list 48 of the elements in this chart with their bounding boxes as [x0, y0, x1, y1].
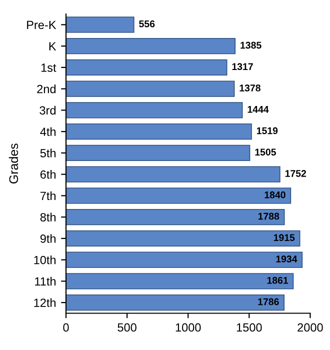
- data-label: 1788: [258, 212, 280, 220]
- bar: [66, 59, 228, 76]
- y-tick-label: Pre-K: [27, 20, 56, 30]
- data-label: 1840: [264, 191, 286, 198]
- bar: [66, 208, 285, 226]
- y-tick-label: K: [49, 42, 56, 50]
- bar: [66, 144, 250, 162]
- y-tick-label: 11th: [35, 276, 56, 286]
- data-label: 1444: [248, 106, 269, 113]
- y-tick-label: 1st: [41, 64, 56, 72]
- y-tick-label: 5th: [40, 148, 56, 158]
- x-tick-label: 1000: [176, 323, 201, 332]
- y-tick-label: 10th: [34, 256, 56, 264]
- bar: [66, 166, 280, 182]
- x-tick-label: 0: [63, 323, 69, 332]
- data-label: 1505: [255, 148, 276, 156]
- y-tick-label: 2nd: [37, 84, 56, 94]
- x-tick-label: 2000: [298, 323, 323, 332]
- data-label: 1786: [258, 298, 279, 306]
- data-label: 1378: [240, 84, 260, 92]
- y-tick-label: 7th: [40, 191, 56, 200]
- bar: [66, 123, 252, 140]
- bar: [66, 38, 236, 54]
- data-label: 1752: [285, 170, 306, 177]
- data-label: 1934: [276, 256, 298, 262]
- y-tick-label: 8th: [40, 212, 56, 222]
- data-label: 1385: [240, 42, 262, 49]
- bar: [66, 80, 235, 97]
- bar: [66, 16, 134, 33]
- data-label: 1915: [274, 234, 295, 242]
- x-tick-label: 1500: [236, 323, 262, 332]
- data-label: 556: [139, 20, 155, 28]
- y-tick-label: 3rd: [40, 106, 56, 115]
- data-label: 1861: [267, 276, 288, 284]
- y-axis-title: Grades: [8, 144, 18, 184]
- y-tick-label: 9th: [40, 234, 56, 243]
- bar: [66, 188, 292, 204]
- x-tick-label: 500: [118, 323, 136, 332]
- y-tick-label: 6th: [40, 170, 56, 179]
- data-label: 1317: [232, 63, 253, 70]
- bar: [66, 102, 243, 118]
- y-tick-label: 12th: [34, 298, 56, 307]
- bar: [66, 252, 303, 268]
- bar: [66, 294, 284, 311]
- bar: [66, 230, 300, 247]
- data-label: 1519: [256, 127, 278, 134]
- y-tick-label: 4th: [40, 127, 56, 136]
- bar: [66, 273, 294, 290]
